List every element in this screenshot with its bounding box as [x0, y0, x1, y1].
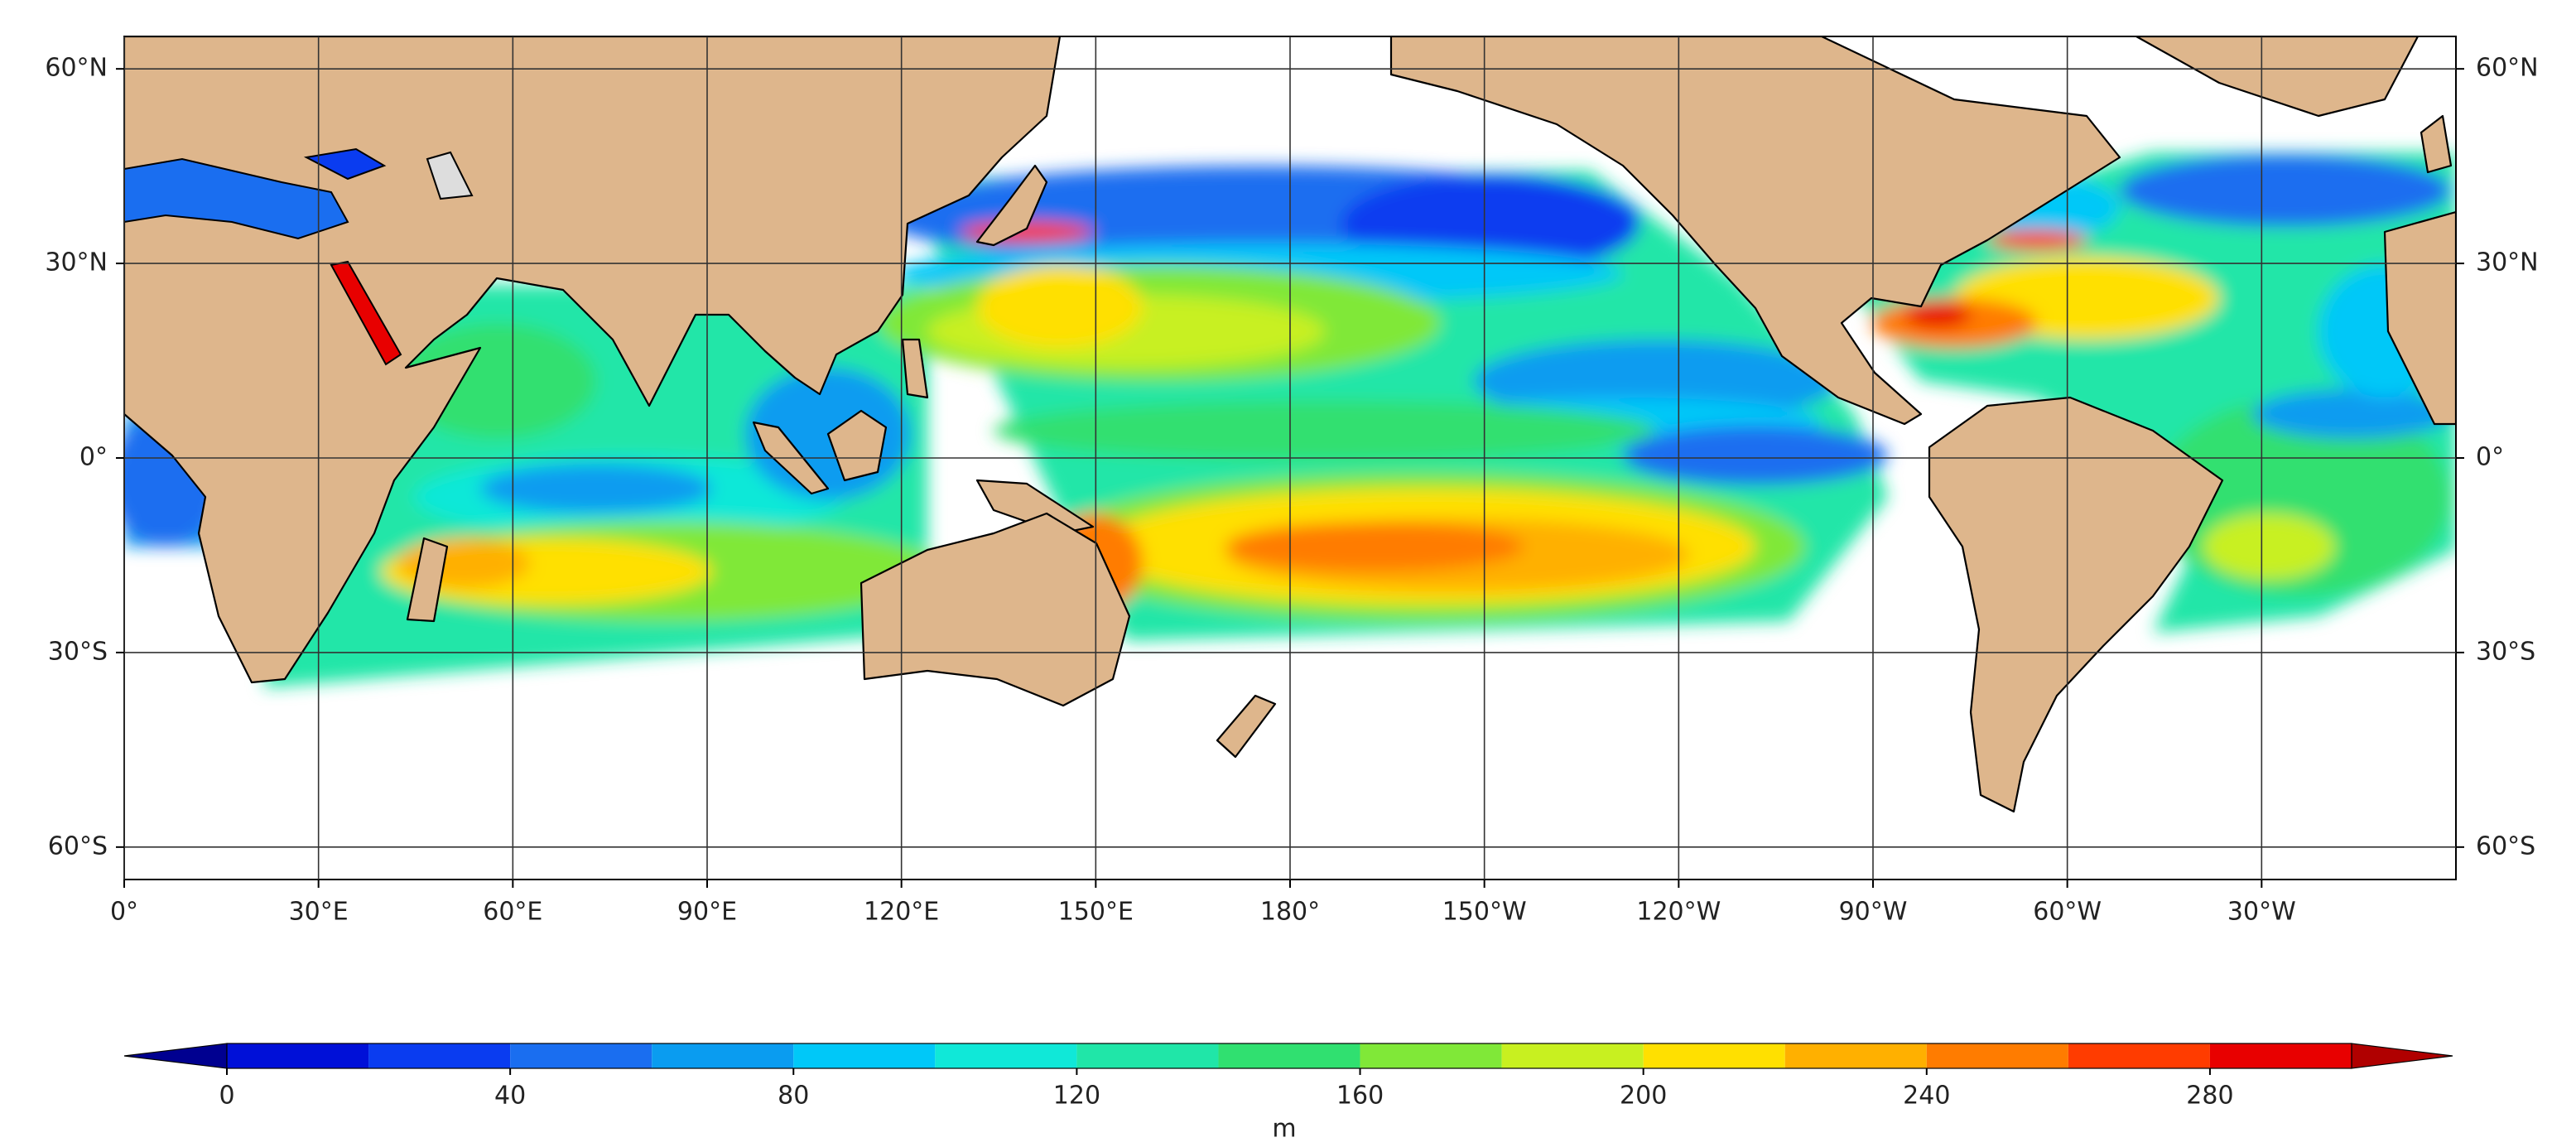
colorbar-tick-label: 40 [494, 1082, 526, 1111]
y-tick-label-right: 30°N [2476, 248, 2539, 277]
colorbar-under [123, 1043, 228, 1069]
land [124, 36, 2456, 813]
ocean-patch [1987, 230, 2087, 250]
y-tick-label-right: 60°N [2476, 54, 2539, 83]
colorbar-segment [368, 1043, 511, 1068]
ocean-patch [2203, 513, 2335, 580]
britain [2420, 114, 2453, 174]
west-africa [2383, 210, 2456, 426]
x-tick-label: 60°W [2033, 898, 2102, 927]
colorbar-segment [2209, 1043, 2352, 1068]
map-area [124, 36, 2456, 813]
colorbar-label: m [1272, 1115, 1296, 1144]
colorbar-segment [1926, 1043, 2068, 1068]
x-tick-label: 120°W [1636, 898, 1721, 927]
ocean-patch [1623, 426, 1888, 485]
caspian-sea [426, 151, 474, 200]
colorbar-segment [1218, 1043, 1360, 1068]
x-tick-label: 30°W [2227, 898, 2296, 927]
colorbar-tick-label: 280 [2186, 1082, 2233, 1111]
philippines [901, 338, 929, 399]
y-tick-label-right: 0° [2476, 443, 2504, 472]
x-tick-label: 180° [1260, 898, 1320, 927]
ocean-patch [2252, 389, 2451, 439]
colorbar-tick-label: 200 [1620, 1082, 1667, 1111]
inland-seas [124, 147, 474, 366]
colorbar-segment [1501, 1043, 1644, 1068]
y-tick-label: 30°N [45, 248, 108, 277]
colorbar-segment [2068, 1043, 2210, 1068]
south-america [1928, 396, 2224, 813]
new-zealand [1216, 694, 1277, 759]
colorbar-segment [1076, 1043, 1219, 1068]
new-guinea [975, 479, 1095, 535]
eurasia-africa [124, 36, 1062, 684]
y-tick-label: 60°N [45, 54, 108, 83]
x-tick-label: 120°E [864, 898, 939, 927]
ocean-patch [1225, 522, 1524, 571]
x-tick-label: 90°W [1839, 898, 1908, 927]
x-tick-label: 60°E [483, 898, 542, 927]
ocean-patch [480, 464, 712, 513]
colorbar-segment [793, 1043, 936, 1068]
y-tick-label-right: 30°S [2476, 637, 2535, 666]
north-america [1389, 36, 2121, 426]
colorbar-segment [652, 1043, 794, 1068]
colorbar-segment [1643, 1043, 1785, 1068]
colorbar-tick-label: 160 [1336, 1082, 1384, 1111]
colorbar-frame [226, 1043, 2352, 1069]
colorbar-tick-label: 120 [1053, 1082, 1100, 1111]
colorbar-segment [1360, 1043, 1502, 1068]
x-tick-label: 150°E [1058, 898, 1134, 927]
y-tick-label: 60°S [48, 831, 108, 860]
x-tick-label: 90°E [677, 898, 737, 927]
colorbar-tick-label: 0 [219, 1082, 234, 1111]
ocean-patch [994, 401, 1656, 460]
colorbar-over [2351, 1043, 2453, 1069]
madagascar [406, 537, 449, 623]
x-tick-label: 30°E [289, 898, 349, 927]
greenland [2135, 36, 2420, 118]
colorbar-segment [935, 1043, 1077, 1068]
y-tick-label: 0° [79, 443, 108, 472]
japan [975, 164, 1048, 247]
colorbar-segment [510, 1043, 652, 1068]
x-tick-label: 0° [110, 898, 138, 927]
ocean-field [124, 152, 2456, 687]
ocean-patch [2120, 154, 2451, 227]
ocean-patch [397, 323, 596, 439]
colorbar-segment [227, 1043, 369, 1068]
ocean-patch [977, 265, 1143, 348]
australia [859, 512, 1131, 707]
ocean-patch [1904, 301, 1971, 328]
colorbar-segment [1784, 1043, 1927, 1068]
y-tick-label: 30°S [48, 637, 108, 666]
black-sea [303, 147, 387, 181]
colorbar-tick-label: 80 [778, 1082, 809, 1111]
mediterranean [124, 157, 349, 240]
borneo [826, 409, 888, 482]
y-tick-label-right: 60°S [2476, 831, 2535, 860]
colorbar-tick-label: 240 [1903, 1082, 1950, 1111]
x-tick-label: 150°W [1442, 898, 1527, 927]
